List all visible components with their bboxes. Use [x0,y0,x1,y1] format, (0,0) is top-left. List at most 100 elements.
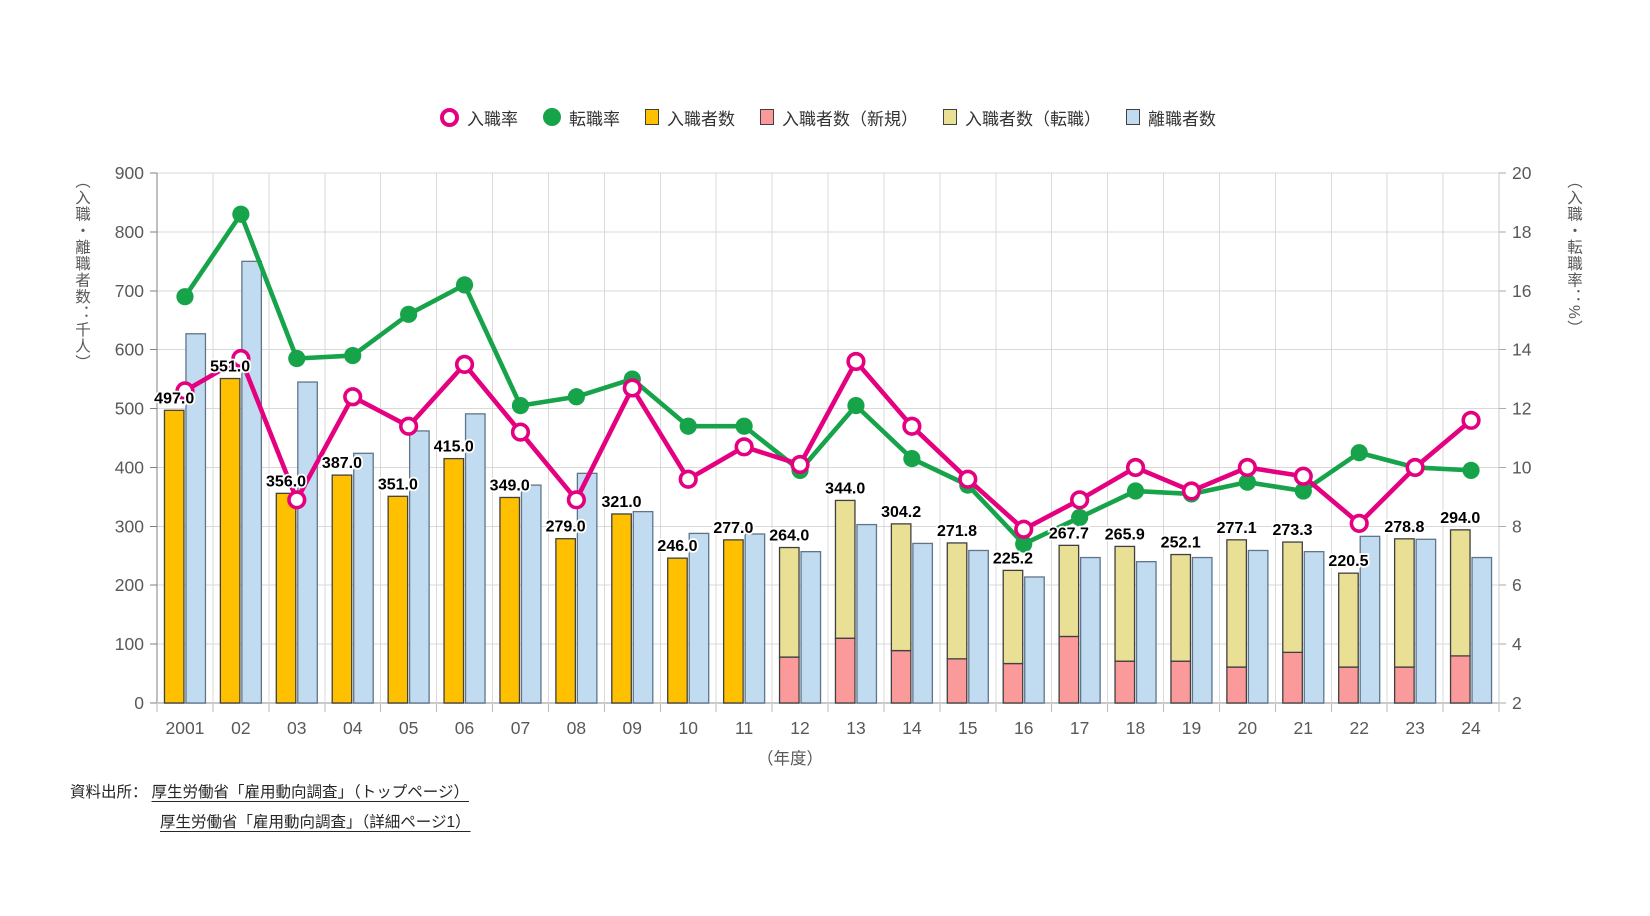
filled-circle-marker [232,205,250,223]
bar-value-label: 387.0 [322,455,362,472]
open-circle-marker [1405,457,1425,478]
bar-value-label: 349.0 [490,477,530,494]
x-tick-label: 06 [455,718,474,738]
bar-value-label: 271.8 [937,523,977,540]
filled-circle-marker [1071,508,1089,527]
open-circle-marker [1349,513,1369,533]
filled-circle-marker [1238,473,1256,491]
source-link-detail-page[interactable]: 厚生労働省「雇用動向調査」（詳細ページ1） [160,814,471,831]
open-circle-marker [566,490,586,510]
bar-value-label: 344.0 [825,480,865,497]
open-circle-marker [678,469,698,489]
x-tick-label: 14 [902,718,922,738]
open-circle-marker [231,348,251,369]
x-tick-label: 19 [1182,718,1201,738]
bar-value-label: 225.2 [993,550,1033,567]
filled-circle-icon [543,108,561,126]
bar-hires-new [890,649,912,704]
x-tick-label: 20 [1238,718,1258,738]
bar-hires-transfer [1449,529,1471,657]
legend-label: 入職者数（転職） [965,109,1101,129]
right-tick-label: 12 [1512,399,1531,419]
open-circle-marker [1461,410,1481,430]
bar-hires [163,409,185,704]
filled-circle-marker [511,397,530,415]
x-tick-label: 13 [846,718,865,738]
left-tick-label: 600 [115,340,144,360]
square-icon [645,109,659,125]
bar-separations [1135,561,1157,704]
left-tick-label: 300 [115,516,144,536]
source-line-1: 資料出所： 厚生労働省「雇用動向調査」（トップページ） [70,778,471,808]
source-link-top-page[interactable]: 厚生労働省「雇用動向調査」（トップページ） [151,784,469,801]
left-tick-label: 500 [115,399,144,419]
bar-value-label: 304.2 [881,504,921,521]
bar-hires-transfer [1002,569,1024,665]
bar-hires [722,539,744,704]
open-circle-marker [1125,457,1146,478]
bar-hires-new [1114,660,1136,704]
bar-hires-new [1338,666,1359,704]
bar-hires-transfer [1393,538,1415,668]
x-tick-label: 12 [790,718,809,738]
nyushoku-rate-line [175,348,1481,539]
bar-separations [968,549,989,704]
right-tick-label: 10 [1512,457,1532,477]
source-line-2: 厚生労働省「雇用動向調査」（詳細ページ1） [160,808,471,838]
x-tick-label: 03 [287,718,306,738]
filled-circle-marker [679,417,697,435]
left-axis-title: （入職・離職者数：千人） [73,173,90,371]
bar-hires-new [1282,651,1303,704]
left-tick-label: 100 [115,634,144,654]
bar-hires-transfer [1114,545,1136,662]
open-circle-marker [175,381,195,401]
right-tick-label: 2 [1512,693,1522,713]
legend-item-4: 入職者数（新規） [760,105,918,130]
bar-hires [611,513,632,704]
bar-separations [1415,538,1437,704]
bar-value-label: 551.0 [210,359,250,376]
bar-separations [1359,535,1381,704]
axes [150,172,1506,712]
bar-separations [464,413,486,704]
bar-value-label: 246.0 [657,538,697,555]
bar-value-label: 252.1 [1161,535,1201,552]
bar-hires-new [1393,666,1415,704]
bar-hires-transfer [1226,539,1248,668]
square-icon [760,109,774,125]
bar-hires-new [1449,655,1471,704]
right-tick-label: 16 [1512,281,1531,301]
x-tick-label: 04 [343,718,363,738]
filled-circle-marker [455,276,474,294]
legend-item-3: 入職者数 [645,105,735,130]
x-tick-label: 07 [511,718,530,738]
right-tick-label: 8 [1512,516,1522,536]
right-tick-label: 4 [1512,634,1522,654]
open-circle-marker [902,416,922,436]
bar-value-label: 279.0 [546,519,586,536]
x-tick-label: 21 [1294,718,1313,738]
x-tick-label: 23 [1405,718,1424,738]
bar-value-label: 415.0 [434,439,474,456]
tenshoku-rate-line-path [183,211,1472,547]
square-icon [1126,109,1140,125]
bar-separations [688,532,710,704]
bar-separations [912,542,934,704]
bar-hires-new [1002,662,1024,704]
source-prefix: 資料出所： [70,784,148,801]
open-circle-marker [1237,457,1257,478]
bar-hires-transfer [1170,553,1192,662]
bar-hires [443,457,465,704]
bar-separations [744,533,766,704]
chart-legend: 入職率 転職率 入職者数 入職者数（新規） 入職者数（転職） 離職者数 [157,100,1499,134]
bar-separations [1247,549,1269,704]
open-circle-marker [958,469,978,489]
bar-hires [387,495,409,704]
filled-circle-marker [1294,482,1312,500]
bar-separations [353,452,374,704]
right-tick-label: 18 [1512,222,1531,242]
filled-circle-marker [344,346,362,365]
open-circle-icon [440,107,459,127]
open-circle-marker [846,351,866,372]
